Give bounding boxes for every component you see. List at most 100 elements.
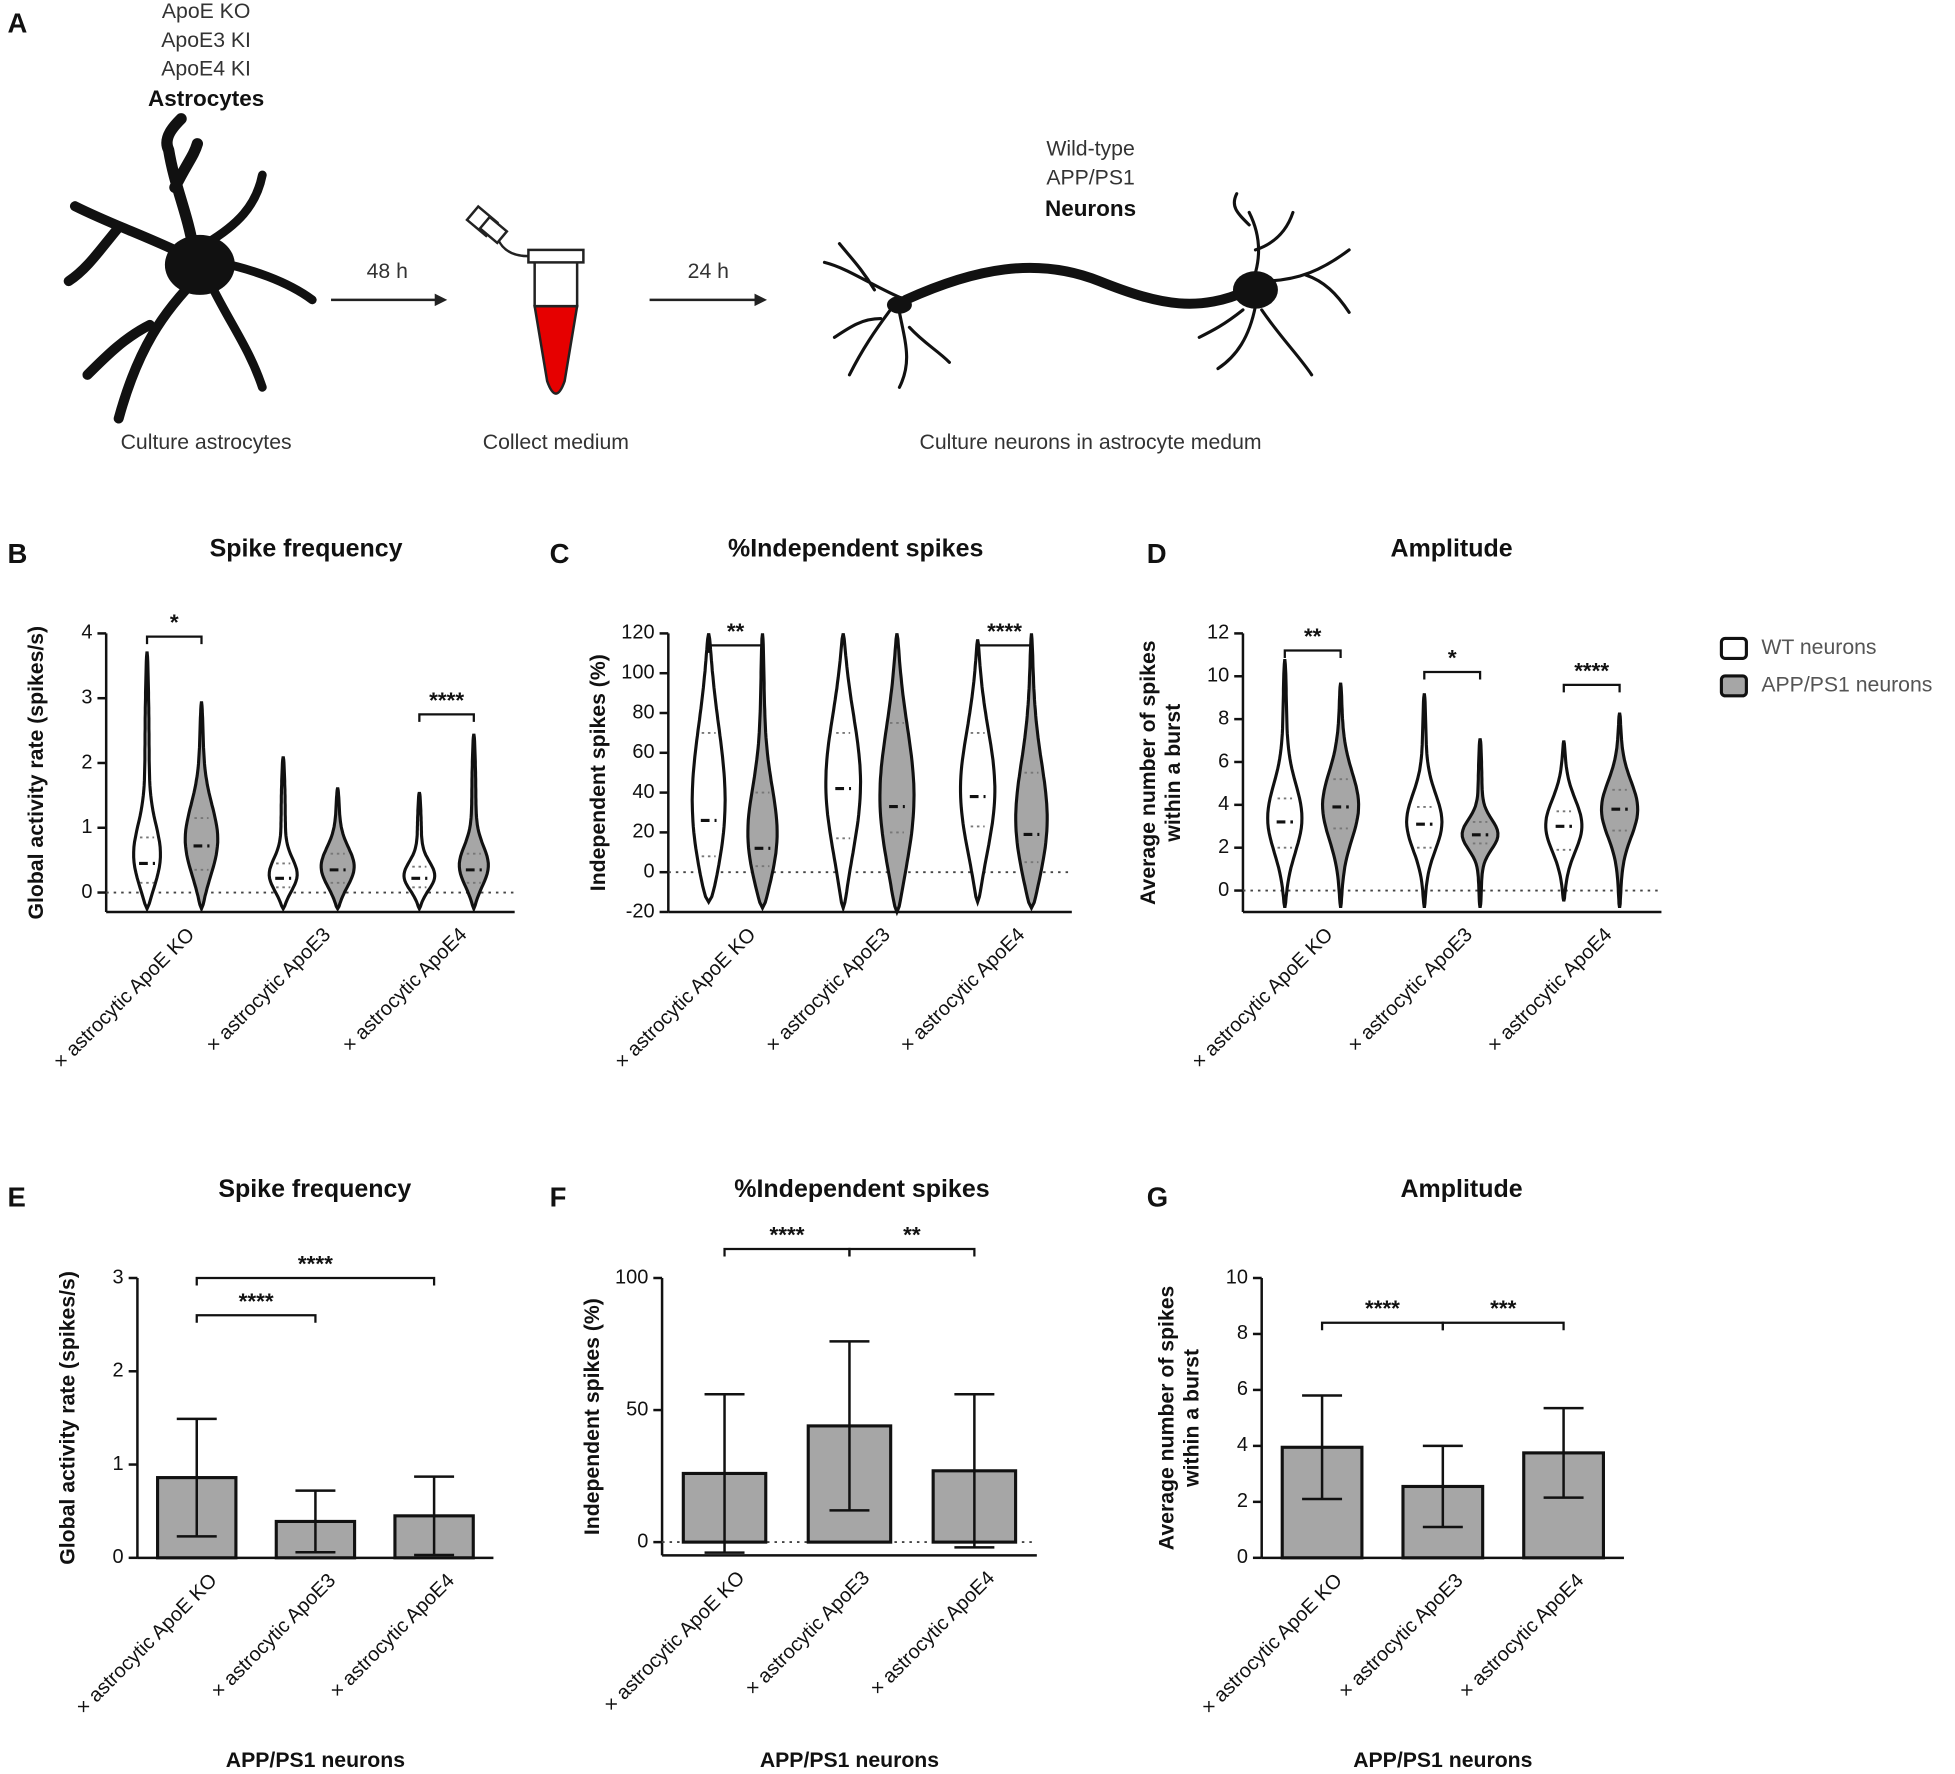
neuron-type: APP/PS1	[1046, 166, 1134, 189]
panel-label: G	[1147, 1182, 1168, 1213]
caption: Culture neurons in astrocyte medum	[920, 431, 1262, 454]
astrocyte-type: ApoE4 KI	[161, 58, 251, 81]
y-tick-label: 20	[632, 821, 654, 843]
legend-swatch	[1719, 674, 1748, 698]
chart-title: %Independent spikes	[728, 534, 983, 562]
y-axis-label: Independent spikes (%)	[587, 654, 610, 891]
y-tick-label: 0	[113, 1546, 124, 1568]
y-axis-label: Average number of spikes	[1156, 1286, 1179, 1551]
y-tick-label: 8	[1218, 707, 1229, 729]
significance-label: ***	[1490, 1296, 1516, 1321]
significance-bracket	[195, 1314, 317, 1323]
x-tick-label: × astrocytic ApoE3	[1344, 924, 1477, 1057]
significance-bracket	[848, 1247, 976, 1257]
significance-label: ****	[239, 1289, 274, 1314]
x-tick-label: × astrocytic ApoE KO	[72, 1570, 221, 1719]
violin	[1266, 658, 1304, 909]
y-tick-label: 60	[632, 741, 654, 763]
astrocyte-icon	[63, 113, 317, 424]
astrocyte-type: ApoE3 KI	[161, 29, 251, 52]
chart: D Amplitude Average number of spikes within…	[1137, 534, 1662, 1073]
chart-title: Spike frequency	[218, 1175, 411, 1203]
chart: G Amplitude Average number of spikes within…	[1147, 1175, 1624, 1772]
significance-bracket	[1320, 1321, 1444, 1331]
y-tick-label: 10	[1207, 665, 1229, 687]
y-tick-label: 3	[113, 1266, 124, 1288]
y-axis-label: Independent spikes (%)	[581, 1298, 604, 1535]
x-tick-label: × astrocytic ApoE KO	[50, 924, 199, 1073]
tube-icon	[465, 204, 585, 395]
arrow	[331, 293, 448, 307]
significance-bracket	[418, 713, 475, 722]
y-tick-label: 2	[113, 1360, 124, 1382]
y-tick-label: 40	[632, 781, 654, 803]
y-tick-label: 1	[81, 816, 92, 838]
violin	[457, 733, 490, 914]
violin	[1460, 738, 1500, 909]
x-axis-label: APP/PS1 neurons	[226, 1749, 405, 1772]
panel-label: C	[550, 538, 570, 569]
y-tick-label: 6	[1237, 1378, 1248, 1400]
violin	[878, 633, 916, 917]
significance-bracket	[976, 644, 1033, 653]
step-label: 24 h	[688, 260, 729, 283]
y-tick-label: 12	[1207, 622, 1229, 644]
x-axis-label: APP/PS1 neurons	[760, 1749, 939, 1772]
neuron-title: Neurons	[1045, 196, 1136, 221]
x-tick-label: × astrocytic ApoE KO	[1197, 1570, 1346, 1719]
step-label: 48 h	[367, 260, 408, 283]
significance-bracket	[145, 635, 203, 645]
y-tick-label: -20	[626, 900, 655, 922]
significance-bracket	[1441, 1321, 1565, 1331]
chart: E Spike frequency Global activity rate (sp…	[7, 1175, 494, 1772]
y-tick-label: 0	[81, 881, 92, 903]
violin	[824, 633, 863, 914]
significance-bracket	[1283, 649, 1342, 659]
violin	[1320, 682, 1361, 908]
x-tick-label: × astrocytic ApoE4	[338, 924, 471, 1057]
x-tick-label: × astrocytic ApoE KO	[1188, 924, 1337, 1073]
significance-label: *	[1448, 645, 1457, 670]
significance-bracket	[195, 1276, 436, 1286]
significance-label: ****	[987, 619, 1022, 644]
caption: Culture astrocytes	[121, 431, 292, 454]
legend-label: WT neurons	[1761, 636, 1876, 659]
y-tick-label: 2	[81, 751, 92, 773]
chart: F %Independent spikes Independent spikes (…	[550, 1175, 1037, 1772]
chart-title: Spike frequency	[210, 534, 403, 562]
significance-bracket	[707, 644, 764, 653]
violin	[132, 651, 162, 913]
significance-label: ****	[770, 1222, 805, 1247]
significance-label: ****	[429, 688, 464, 713]
violin	[1544, 740, 1584, 902]
y-tick-label: 0	[637, 1530, 648, 1552]
legend-label: APP/PS1 neurons	[1761, 673, 1932, 696]
significance-bracket	[1423, 670, 1482, 680]
y-axis-label: within a burst	[1162, 704, 1185, 843]
violin	[690, 633, 727, 906]
violin	[402, 791, 437, 913]
y-tick-label: 2	[1237, 1490, 1248, 1512]
error-bar	[704, 1392, 745, 1554]
significance-label: **	[1304, 624, 1322, 649]
chart-title: Amplitude	[1401, 1175, 1523, 1203]
legend: WT neurons APP/PS1 neurons	[1719, 636, 1932, 698]
y-axis-label: within a burst	[1181, 1349, 1204, 1488]
x-tick-label: × astrocytic ApoE4	[896, 924, 1029, 1057]
x-tick-label: × astrocytic ApoE KO	[600, 1567, 749, 1716]
x-tick-label: × astrocytic ApoE4	[866, 1567, 999, 1700]
y-tick-label: 0	[1237, 1546, 1248, 1568]
astrocyte-title: Astrocytes	[148, 86, 264, 111]
x-tick-label: × astrocytic ApoE4	[1484, 924, 1617, 1057]
error-bar	[1543, 1406, 1584, 1499]
violin	[267, 756, 299, 913]
chart-title: Amplitude	[1391, 534, 1513, 562]
neuron-icon	[822, 192, 1351, 389]
x-tick-label: × astrocytic ApoE3	[202, 924, 335, 1057]
error-bar	[1302, 1394, 1343, 1501]
x-tick-label: × astrocytic ApoE3	[762, 924, 895, 1057]
y-tick-label: 100	[621, 661, 654, 683]
legend-swatch	[1719, 636, 1748, 660]
significance-bracket	[723, 1247, 851, 1257]
